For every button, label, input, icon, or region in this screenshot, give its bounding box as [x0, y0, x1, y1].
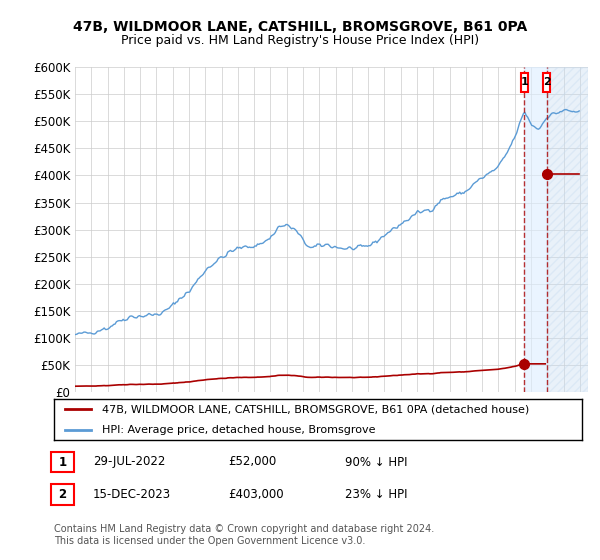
Text: 90% ↓ HPI: 90% ↓ HPI	[345, 455, 407, 469]
Text: 47B, WILDMOOR LANE, CATSHILL, BROMSGROVE, B61 0PA: 47B, WILDMOOR LANE, CATSHILL, BROMSGROVE…	[73, 20, 527, 34]
Text: 29-JUL-2022: 29-JUL-2022	[93, 455, 166, 469]
Text: 1: 1	[520, 77, 528, 87]
Bar	[524, 67, 547, 392]
FancyBboxPatch shape	[521, 73, 528, 92]
Text: 15-DEC-2023: 15-DEC-2023	[93, 488, 171, 501]
FancyBboxPatch shape	[543, 73, 550, 92]
Text: Contains HM Land Registry data © Crown copyright and database right 2024.
This d: Contains HM Land Registry data © Crown c…	[54, 524, 434, 546]
Text: HPI: Average price, detached house, Bromsgrove: HPI: Average price, detached house, Brom…	[101, 424, 375, 435]
Text: 47B, WILDMOOR LANE, CATSHILL, BROMSGROVE, B61 0PA (detached house): 47B, WILDMOOR LANE, CATSHILL, BROMSGROVE…	[101, 404, 529, 414]
Text: 2: 2	[58, 488, 67, 501]
Text: £52,000: £52,000	[228, 455, 276, 469]
Text: £403,000: £403,000	[228, 488, 284, 501]
Text: 1: 1	[58, 455, 67, 469]
Bar	[547, 67, 588, 392]
Text: Price paid vs. HM Land Registry's House Price Index (HPI): Price paid vs. HM Land Registry's House …	[121, 34, 479, 46]
Text: 2: 2	[543, 77, 550, 87]
Text: 23% ↓ HPI: 23% ↓ HPI	[345, 488, 407, 501]
